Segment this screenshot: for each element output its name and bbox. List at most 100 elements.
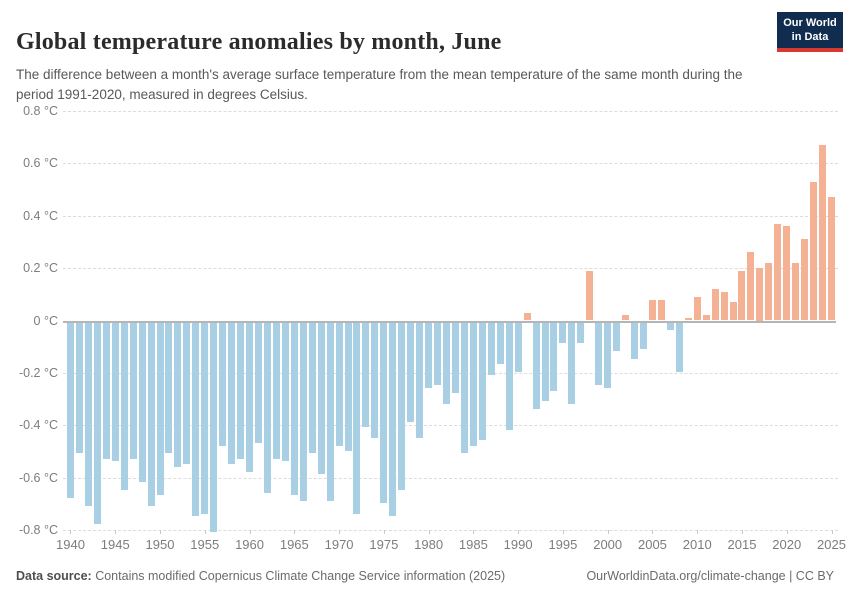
bar-2005[interactable] xyxy=(648,299,656,321)
bar-1987[interactable] xyxy=(487,322,495,375)
bar-1974[interactable] xyxy=(371,322,379,438)
x-tick-label: 1960 xyxy=(235,537,264,552)
bar-1981[interactable] xyxy=(434,322,442,386)
x-tick-mark xyxy=(518,530,520,534)
x-tick-label: 1965 xyxy=(279,537,309,552)
bar-2018[interactable] xyxy=(765,262,773,321)
y-tick-label: 0 °C xyxy=(33,313,58,328)
bar-1984[interactable] xyxy=(460,322,468,454)
bar-1980[interactable] xyxy=(425,322,433,388)
bar-1946[interactable] xyxy=(120,322,128,491)
bar-1962[interactable] xyxy=(263,322,271,493)
bar-2011[interactable] xyxy=(702,315,710,321)
bar-1997[interactable] xyxy=(577,322,585,344)
bar-2025[interactable] xyxy=(828,197,836,321)
bar-2015[interactable] xyxy=(738,270,746,321)
bar-1971[interactable] xyxy=(344,322,352,451)
y-tick-label: -0.2 °C xyxy=(18,365,58,380)
bar-2023[interactable] xyxy=(810,181,818,321)
bar-1942[interactable] xyxy=(84,322,92,506)
bar-1955[interactable] xyxy=(201,322,209,514)
bar-1976[interactable] xyxy=(389,322,397,517)
bar-2008[interactable] xyxy=(675,322,683,373)
bar-2001[interactable] xyxy=(613,322,621,352)
bar-1992[interactable] xyxy=(532,322,540,409)
bar-1996[interactable] xyxy=(568,322,576,404)
bar-1965[interactable] xyxy=(290,322,298,496)
bar-1978[interactable] xyxy=(407,322,415,422)
bar-1947[interactable] xyxy=(129,322,137,459)
bar-1950[interactable] xyxy=(156,322,164,496)
bar-1983[interactable] xyxy=(451,322,459,394)
bar-1995[interactable] xyxy=(559,322,567,344)
bar-1972[interactable] xyxy=(353,322,361,514)
bar-1977[interactable] xyxy=(398,322,406,491)
bar-1945[interactable] xyxy=(111,322,119,462)
owid-cc-link[interactable]: OurWorldinData.org/climate-change | CC B… xyxy=(586,569,834,583)
bar-1985[interactable] xyxy=(469,322,477,446)
bar-1961[interactable] xyxy=(255,322,262,443)
bar-1989[interactable] xyxy=(505,322,513,430)
bar-1959[interactable] xyxy=(237,322,245,459)
bar-1986[interactable] xyxy=(478,322,486,441)
bar-1975[interactable] xyxy=(380,322,388,504)
bar-1956[interactable] xyxy=(210,322,218,532)
bar-1953[interactable] xyxy=(183,322,191,464)
bar-1952[interactable] xyxy=(174,322,182,467)
bar-2000[interactable] xyxy=(604,322,612,388)
bar-1943[interactable] xyxy=(93,322,101,525)
bar-1958[interactable] xyxy=(228,322,236,464)
x-tick-mark xyxy=(831,530,833,534)
bar-1957[interactable] xyxy=(219,322,227,446)
bar-2012[interactable] xyxy=(711,289,719,321)
bar-1969[interactable] xyxy=(326,322,334,501)
x-tick-label: 1955 xyxy=(190,537,220,552)
bar-1966[interactable] xyxy=(299,322,307,501)
bar-1991[interactable] xyxy=(523,312,531,321)
x-tick-label: 1950 xyxy=(145,537,175,552)
bar-1948[interactable] xyxy=(138,322,146,483)
bar-2013[interactable] xyxy=(720,291,728,321)
bar-2021[interactable] xyxy=(792,262,800,321)
bar-2003[interactable] xyxy=(631,322,639,360)
bar-1949[interactable] xyxy=(147,322,155,506)
bar-1994[interactable] xyxy=(550,322,558,391)
bar-2024[interactable] xyxy=(819,145,827,321)
bar-2016[interactable] xyxy=(747,252,755,321)
bar-2019[interactable] xyxy=(774,223,782,321)
bar-2009[interactable] xyxy=(684,317,692,321)
bar-1941[interactable] xyxy=(75,322,83,454)
bar-1968[interactable] xyxy=(317,322,325,475)
bar-2020[interactable] xyxy=(783,226,791,321)
bar-1990[interactable] xyxy=(514,322,522,373)
bar-2014[interactable] xyxy=(729,302,737,321)
bar-2010[interactable] xyxy=(693,296,701,321)
owid-logo-line1: Our World xyxy=(783,17,837,29)
bar-1993[interactable] xyxy=(541,322,549,402)
bar-2007[interactable] xyxy=(666,322,674,331)
bar-2022[interactable] xyxy=(801,239,809,321)
bar-2004[interactable] xyxy=(640,322,647,349)
bar-1999[interactable] xyxy=(595,322,603,386)
bar-1940[interactable] xyxy=(66,322,74,498)
bar-2017[interactable] xyxy=(756,268,764,321)
bar-1954[interactable] xyxy=(192,322,200,517)
bar-1964[interactable] xyxy=(281,322,289,462)
bar-1951[interactable] xyxy=(165,322,173,454)
bar-1988[interactable] xyxy=(496,322,504,365)
x-tick-label: 1945 xyxy=(100,537,130,552)
bar-1982[interactable] xyxy=(443,322,451,404)
bar-1960[interactable] xyxy=(246,322,254,472)
bar-2002[interactable] xyxy=(622,315,630,321)
x-tick-mark xyxy=(249,530,251,534)
bar-1970[interactable] xyxy=(335,322,343,446)
bar-1963[interactable] xyxy=(272,322,280,459)
y-tick-label: 0.8 °C xyxy=(23,104,58,118)
bar-1979[interactable] xyxy=(416,322,424,438)
bar-1998[interactable] xyxy=(586,270,594,321)
bar-1973[interactable] xyxy=(362,322,370,428)
bar-1944[interactable] xyxy=(102,322,110,459)
bar-1967[interactable] xyxy=(308,322,316,454)
bar-2006[interactable] xyxy=(657,299,665,321)
x-tick-label: 2015 xyxy=(727,537,757,552)
